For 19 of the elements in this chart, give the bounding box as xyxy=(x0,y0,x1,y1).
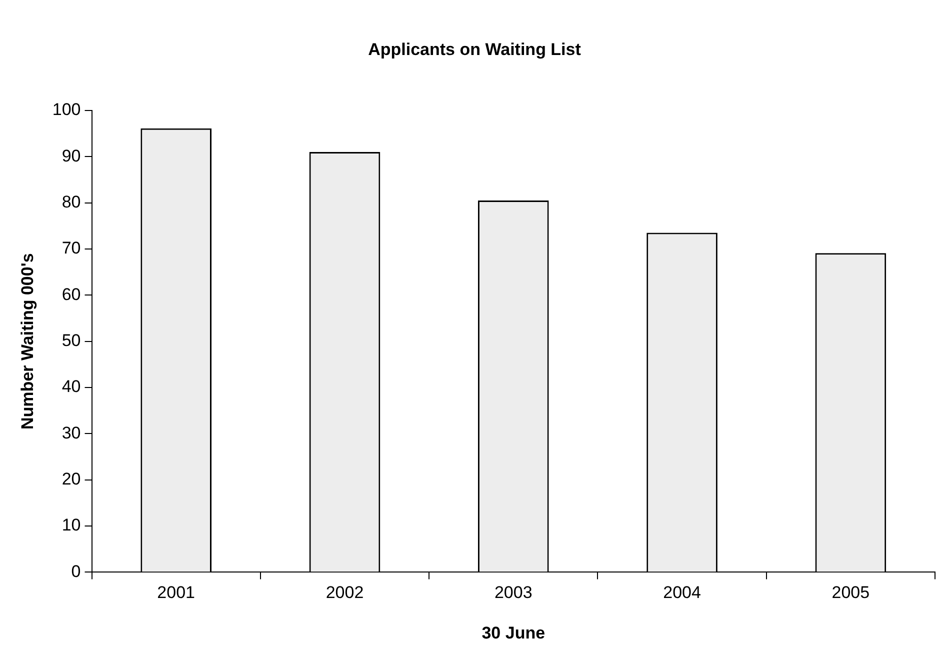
y-tick-label: 50 xyxy=(62,330,81,350)
y-tick-label: 0 xyxy=(71,562,81,581)
y-tick-label: 70 xyxy=(62,238,81,258)
y-tick-label: 20 xyxy=(62,470,81,489)
y-tick-label: 90 xyxy=(62,146,81,166)
y-tick-label: 100 xyxy=(52,100,81,120)
y-tick-label: 40 xyxy=(62,377,81,396)
y-tick-label: 10 xyxy=(62,516,81,535)
x-tick-label: 2001 xyxy=(157,583,195,602)
x-tick-label: 2002 xyxy=(326,583,364,602)
x-tick-label: 2005 xyxy=(832,583,870,602)
y-tick-label: 60 xyxy=(62,284,81,304)
y-tick-label: 80 xyxy=(62,192,81,212)
y-axis-title: Number Waiting 000's xyxy=(18,253,37,430)
x-tick-label: 2004 xyxy=(663,583,701,602)
x-tick-label: 2003 xyxy=(494,583,532,602)
x-axis-title: 30 June xyxy=(482,623,546,642)
y-tick-label: 30 xyxy=(62,423,81,442)
chart-title: Applicants on Waiting List xyxy=(368,40,582,59)
